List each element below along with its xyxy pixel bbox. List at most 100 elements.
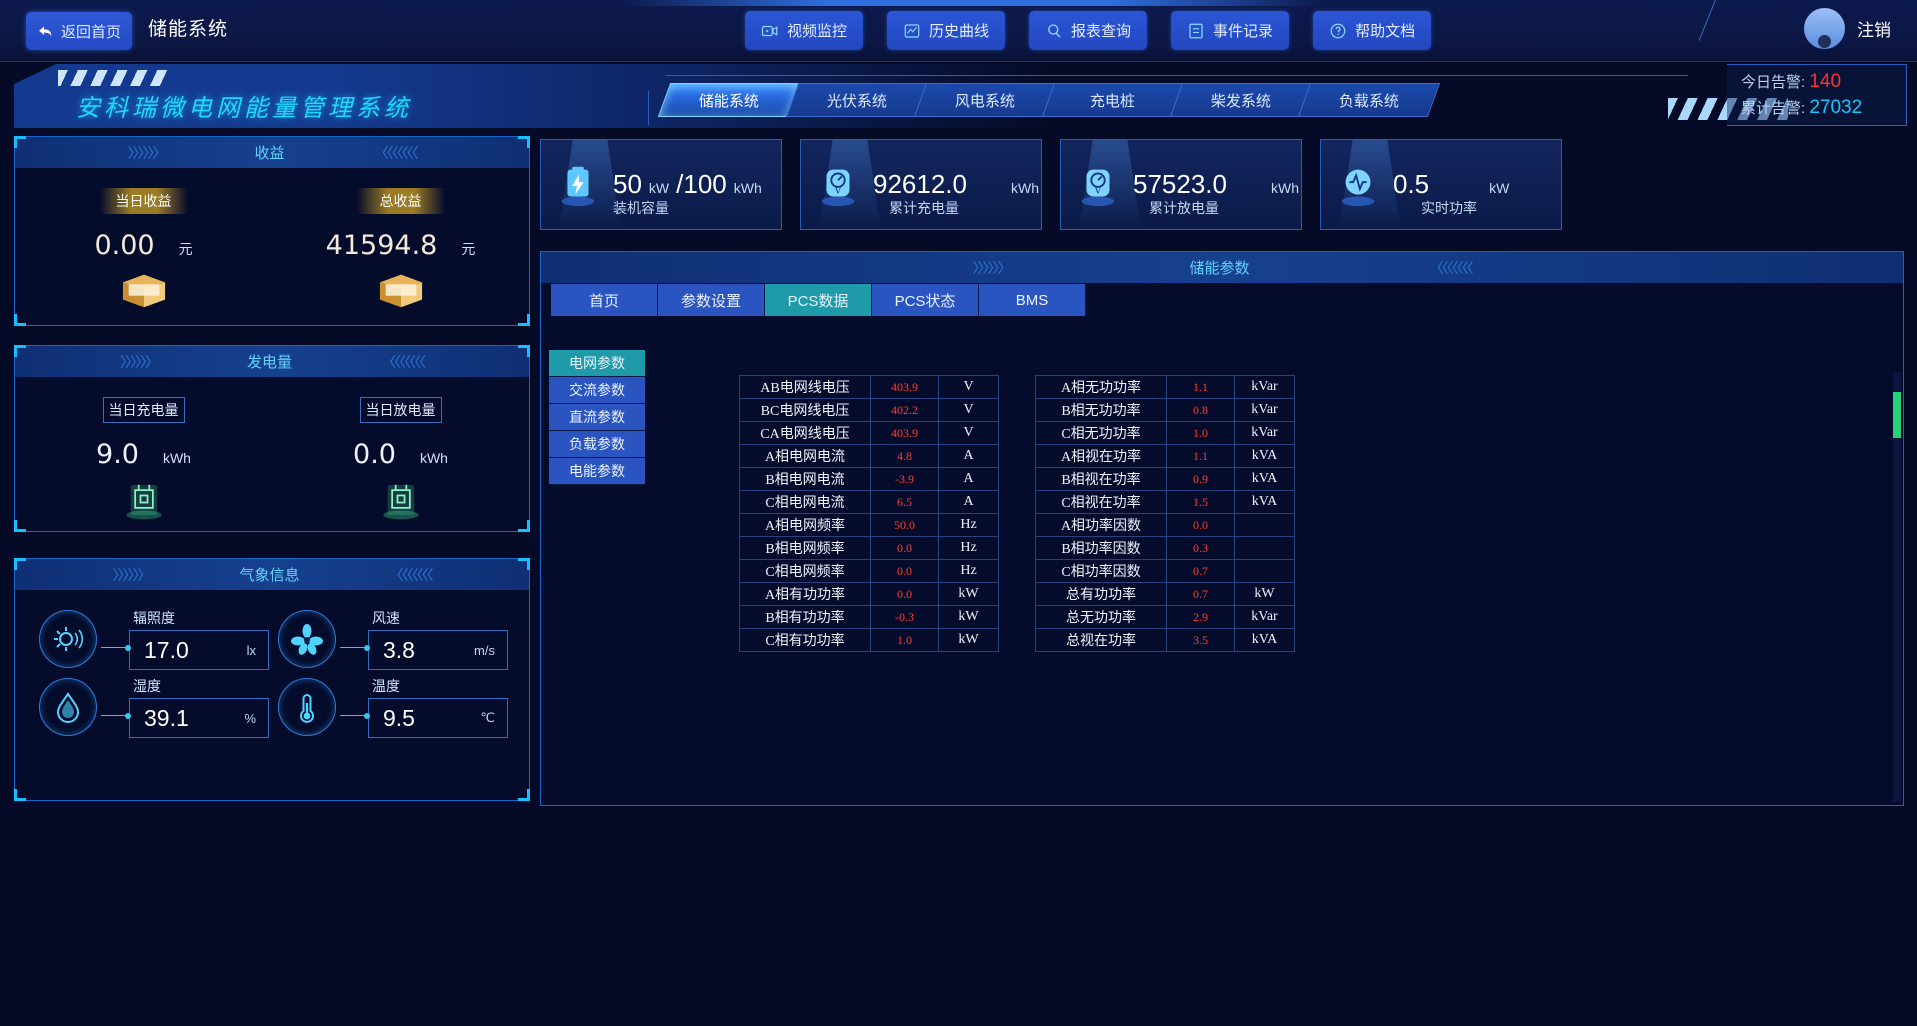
cell-param-name: A相无功功率 (1035, 375, 1167, 399)
cell-param-name: 总视在功率 (1035, 628, 1167, 652)
nav-event-log-label: 事件记录 (1213, 23, 1274, 40)
kpi-total-discharge: V 57523.0 kWh 累计放电量 (1060, 139, 1302, 230)
arrows-right-icon: 〉〉〉〉〉〉 (972, 259, 1011, 276)
storage-params-header: 〉〉〉〉〉〉 储能参数 〈〈〈〈〈〈〈 (541, 252, 1903, 283)
panel-scrollbar[interactable] (1893, 372, 1901, 802)
nav-report-query-label: 报表查询 (1071, 23, 1132, 40)
fan-dial (278, 610, 336, 668)
table-row: C相电网电流 6.5 A C相视在功率 1.5 kVA (739, 490, 1295, 514)
system-tabs: 储能系统 光伏系统 风电系统 充电桩 柴发系统 负载系统 (657, 83, 1441, 117)
cell-param-unit: V (938, 398, 999, 422)
table-row: C相有功功率 1.0 kW 总视在功率 3.5 kVA (739, 628, 1295, 652)
system-tab-charging-pile[interactable]: 充电桩 (1041, 83, 1185, 117)
pulse-icon (1341, 169, 1375, 206)
cell-param-unit: kVar (1234, 605, 1295, 629)
cell-param-unit: A (938, 444, 999, 468)
cell-param-value: 2.9 (1166, 605, 1235, 629)
tab-param-settings[interactable]: 参数设置 (658, 284, 765, 316)
kpi-realtime-power-value: 0.5 (1393, 169, 1430, 199)
humidity-value: 39.1 (144, 704, 189, 731)
discharge-today-unit: kWh (419, 450, 448, 466)
table-row: C相电网频率 0.0 Hz C相功率因数 0.7 (739, 559, 1295, 583)
cell-param-name: A相电网电流 (739, 444, 871, 468)
cell-spacer (999, 560, 1036, 583)
kpi-total-charge: V 92612.0 kWh 累计充电量 (800, 139, 1042, 230)
side-menu-load-params[interactable]: 负载参数 (549, 431, 645, 458)
windspeed-label: 风速 (372, 610, 400, 626)
cell-param-value: 0.9 (1166, 467, 1235, 491)
income-panel-title: 收益 (254, 145, 285, 162)
cell-param-unit: kVA (1234, 467, 1295, 491)
sun-icon (54, 627, 84, 651)
weather-panel-title: 气象信息 (239, 567, 300, 584)
side-menu-energy-params[interactable]: 电能参数 (549, 458, 645, 485)
cell-spacer (999, 537, 1036, 560)
nav-video-monitor-button[interactable]: 视频监控 (745, 11, 864, 50)
tab-pcs-status[interactable]: PCS状态 (872, 284, 979, 316)
kpi-total-discharge-unit: kWh (1270, 180, 1299, 196)
connector-line (340, 624, 374, 654)
cell-param-name: A相功率因数 (1035, 513, 1167, 537)
table-row: A相有功功率 0.0 kW 总有功功率 0.7 kW (739, 582, 1295, 606)
system-tab-load[interactable]: 负载系统 (1297, 83, 1441, 117)
cell-param-name: B相电网电流 (739, 467, 871, 491)
cell-param-value: 3.5 (1166, 628, 1235, 652)
back-home-button[interactable]: 返回首页 (26, 12, 132, 50)
weather-item-temperature: 温度 9.5 ℃ (278, 676, 511, 738)
tab-bms-label: BMS (1015, 291, 1049, 309)
cell-param-value: 6.5 (870, 490, 939, 514)
alarm-total: 累计告警: 27032 (1741, 97, 1906, 119)
income-total-unit: 元 (461, 241, 476, 257)
tab-pcs-data-label: PCS数据 (787, 292, 849, 310)
nav-event-log-button[interactable]: 事件记录 (1171, 11, 1290, 50)
cell-param-value: 50.0 (870, 513, 939, 537)
cell-param-name: B相功率因数 (1035, 536, 1167, 560)
cell-spacer (999, 491, 1036, 514)
system-tab-pv[interactable]: 光伏系统 (785, 83, 929, 117)
arrows-right-icon: 〉〉〉〉〉〉 (119, 353, 159, 370)
cell-param-unit: A (938, 467, 999, 491)
cell-param-unit: kW (938, 628, 999, 652)
kpi-installed-capacity: 50 kW /100 kWh 装机容量 (540, 139, 782, 230)
cell-param-name: C相有功功率 (739, 628, 871, 652)
kpi-cards: 50 kW /100 kWh 装机容量 V 92612.0 kWh 累计充电量 (540, 139, 1562, 230)
tab-bms[interactable]: BMS (979, 284, 1086, 316)
system-tab-pv-label: 光伏系统 (826, 92, 887, 110)
table-row: B相有功功率 -0.3 kW 总无功功率 2.9 kVar (739, 605, 1295, 629)
system-tab-diesel-label: 柴发系统 (1210, 92, 1271, 110)
cell-param-value: 0.8 (1166, 398, 1235, 422)
side-menu-ac-params[interactable]: 交流参数 (549, 377, 645, 404)
cell-param-unit (1234, 559, 1295, 583)
nav-report-query-button[interactable]: 报表查询 (1029, 11, 1148, 50)
side-menu-dc-params-label: 直流参数 (569, 409, 625, 425)
cell-param-name: B相视在功率 (1035, 467, 1167, 491)
cell-param-unit: kVar (1234, 375, 1295, 399)
system-tab-diesel[interactable]: 柴发系统 (1169, 83, 1313, 117)
cell-param-value: 0.0 (870, 559, 939, 583)
cell-param-unit: kVar (1234, 398, 1295, 422)
hazard-stripes-icon (1668, 98, 1788, 120)
sun-dial (39, 610, 97, 668)
logout-button[interactable]: 注销 (1804, 8, 1891, 49)
system-tab-storage[interactable]: 储能系统 (657, 83, 801, 117)
side-menu-grid-params[interactable]: 电网参数 (549, 350, 645, 377)
nav-video-monitor-label: 视频监控 (787, 23, 848, 40)
side-menu-dc-params[interactable]: 直流参数 (549, 404, 645, 431)
nav-help-doc-button[interactable]: 帮助文档 (1313, 11, 1432, 50)
income-today-badge: 当日收益 (99, 188, 188, 214)
tab-pcs-data[interactable]: PCS数据 (765, 284, 872, 316)
table-row: AB电网线电压 403.9 V A相无功功率 1.1 kVar (739, 375, 1295, 399)
weather-panel-header: 〉〉〉〉〉〉 气象信息 〈〈〈〈〈〈〈 (15, 559, 529, 590)
cell-param-unit: kVar (1234, 421, 1295, 445)
nav-history-curve-button[interactable]: 历史曲线 (887, 11, 1006, 50)
system-tab-load-label: 负载系统 (1338, 92, 1399, 110)
tab-home[interactable]: 首页 (551, 284, 658, 316)
system-tab-wind[interactable]: 风电系统 (913, 83, 1057, 117)
cell-param-value: 0.0 (870, 536, 939, 560)
fan-icon (291, 624, 323, 655)
income-total-badge: 总收益 (356, 188, 445, 214)
arrows-right-icon: 〉〉〉〉〉〉 (112, 566, 151, 583)
cell-param-name: BC电网线电压 (739, 398, 871, 422)
arrows-left-icon: 〈〈〈〈〈〈〈 (374, 144, 419, 161)
scrollbar-thumb[interactable] (1893, 392, 1901, 438)
